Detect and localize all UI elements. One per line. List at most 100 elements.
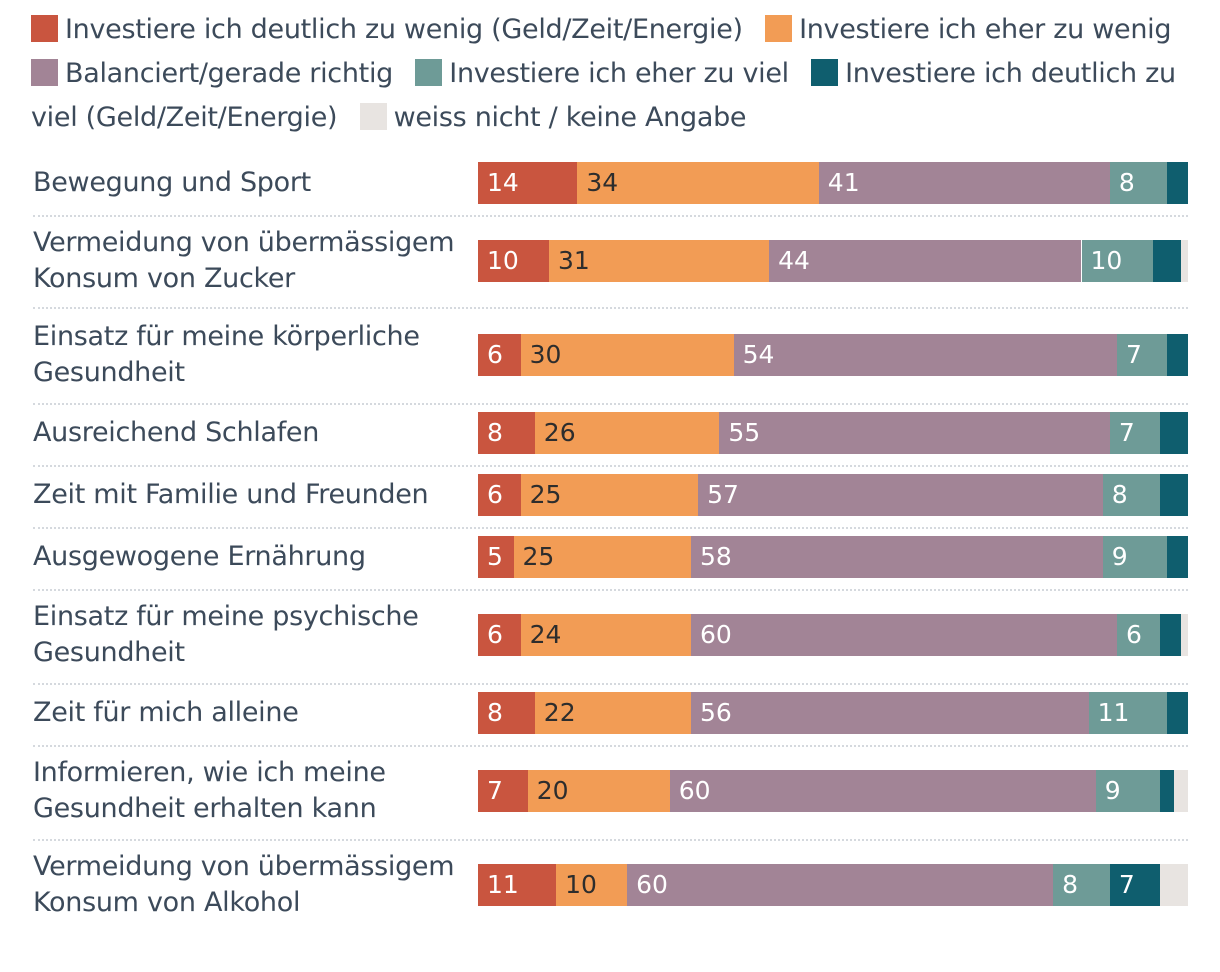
bar-segment [1053, 864, 1110, 906]
bar-segment [513, 536, 691, 578]
legend-swatch [811, 59, 839, 86]
legend-swatch [359, 103, 387, 130]
row-divider [33, 527, 1188, 529]
category-label: Informieren, wie ich meine [33, 757, 386, 788]
bar-segment [1159, 864, 1188, 906]
bar-value-label: 11 [1097, 698, 1130, 727]
bar-segment [478, 770, 528, 812]
bar-segment [549, 240, 770, 282]
bar-segment [556, 864, 628, 906]
bar-segment [534, 692, 691, 734]
row-divider [33, 403, 1188, 405]
row-divider [33, 465, 1188, 467]
bar-value-label: 8 [487, 418, 503, 447]
bar-segment [478, 474, 521, 516]
bar-value-label: 25 [522, 542, 555, 571]
category-label: Vermeidung von übermässigem [33, 851, 455, 882]
legend-swatch [31, 15, 58, 42]
bar-value-label: 44 [778, 246, 810, 275]
bar-segment [527, 770, 670, 812]
category-label: Gesundheit [33, 357, 185, 388]
bar-value-label: 5 [487, 542, 503, 571]
bar-value-label: 7 [1118, 418, 1135, 447]
bar-segment [1159, 474, 1188, 516]
bar-segment [478, 864, 557, 906]
bar-value-label: 6 [487, 480, 503, 509]
bar-value-label: 55 [728, 418, 761, 447]
bar-segment [534, 412, 720, 454]
row-divider [33, 683, 1188, 685]
legend-item: Investiere ich eher zu viel [415, 58, 803, 89]
legend-swatch [31, 59, 58, 86]
bar-value-label: 6 [487, 340, 503, 369]
row-divider [33, 215, 1188, 217]
bar-segment [1095, 770, 1160, 812]
bar-segment [1166, 162, 1188, 204]
bar-segment [1166, 536, 1188, 578]
legend-item: weiss nicht / keine Angabe [359, 102, 761, 133]
bar-value-label: 25 [529, 480, 562, 509]
bar-segment [478, 536, 514, 578]
bar-segment [478, 614, 521, 656]
bar-segment [478, 692, 535, 734]
bar-value-label: 20 [536, 776, 569, 805]
bar-value-label: 9 [1104, 776, 1121, 805]
bar-value-label: 8 [487, 698, 503, 727]
row-divider [33, 839, 1188, 841]
bar-segment [1109, 412, 1160, 454]
category-label: Konsum von Alkohol [33, 887, 301, 918]
legend-label: weiss nicht / keine Angabe [393, 102, 747, 133]
bar-value-label: 6 [487, 620, 503, 649]
bar-value-label: 10 [565, 870, 597, 899]
bar-segment [818, 162, 1110, 204]
bar-value-label: 8 [1118, 168, 1135, 197]
category-label: Konsum von Zucker [33, 263, 295, 294]
bar-value-label: 56 [700, 698, 732, 727]
bar-segment [1173, 770, 1188, 812]
bar-segment [769, 240, 1082, 282]
bar-segment [627, 864, 1054, 906]
category-label: Einsatz für meine psychische [33, 601, 419, 632]
bar-value-label: 7 [487, 776, 503, 805]
bar-value-label: 57 [707, 480, 739, 509]
bar-value-label: 60 [636, 870, 668, 899]
bar-segment [1081, 240, 1153, 282]
bar-segment [1166, 334, 1188, 376]
bar-value-label: 6 [1126, 620, 1142, 649]
legend-item: Investiere ich deutlich zu viel (Geld/Ze… [31, 58, 1176, 133]
bar-segment [1159, 412, 1188, 454]
bar-segment [719, 412, 1110, 454]
bar-segment [733, 334, 1117, 376]
category-label: Einsatz für meine körperliche [33, 321, 420, 352]
legend-swatch [415, 59, 443, 86]
legend-label: Investiere ich eher zu viel [449, 58, 789, 89]
bar-segment [1152, 240, 1181, 282]
category-label: Gesundheit [33, 637, 185, 668]
legend: Investiere ich deutlich zu wenig (Geld/Z… [31, 8, 1201, 140]
bar-segment [1117, 614, 1160, 656]
legend-label: Investiere ich eher zu wenig [799, 14, 1172, 45]
bar-value-label: 60 [678, 776, 711, 805]
row-divider [33, 745, 1188, 747]
legend-label: Investiere ich deutlich zu wenig (Geld/Z… [65, 14, 743, 45]
category-label: Bewegung und Sport [33, 167, 311, 198]
bar-value-label: 8 [1062, 870, 1078, 899]
bar-segment [1159, 614, 1181, 656]
bar-segment [698, 474, 1103, 516]
bar-value-label: 24 [529, 620, 562, 649]
bar-value-label: 58 [700, 542, 732, 571]
bar-value-label: 14 [487, 168, 519, 197]
bar-segment [691, 536, 1103, 578]
bar-segment [478, 412, 535, 454]
bar-value-label: 34 [586, 168, 619, 197]
bar-segment [1109, 162, 1167, 204]
bar-segment [1180, 614, 1188, 656]
row-divider [33, 589, 1188, 591]
bar-segment [520, 474, 699, 516]
category-label: Gesundheit erhalten kann [33, 793, 377, 824]
bar-segment [478, 334, 521, 376]
bar-segment [577, 162, 819, 204]
bar-value-label: 30 [529, 340, 562, 369]
category-label: Zeit für mich alleine [33, 697, 299, 728]
category-label: Vermeidung von übermässigem [33, 227, 455, 258]
